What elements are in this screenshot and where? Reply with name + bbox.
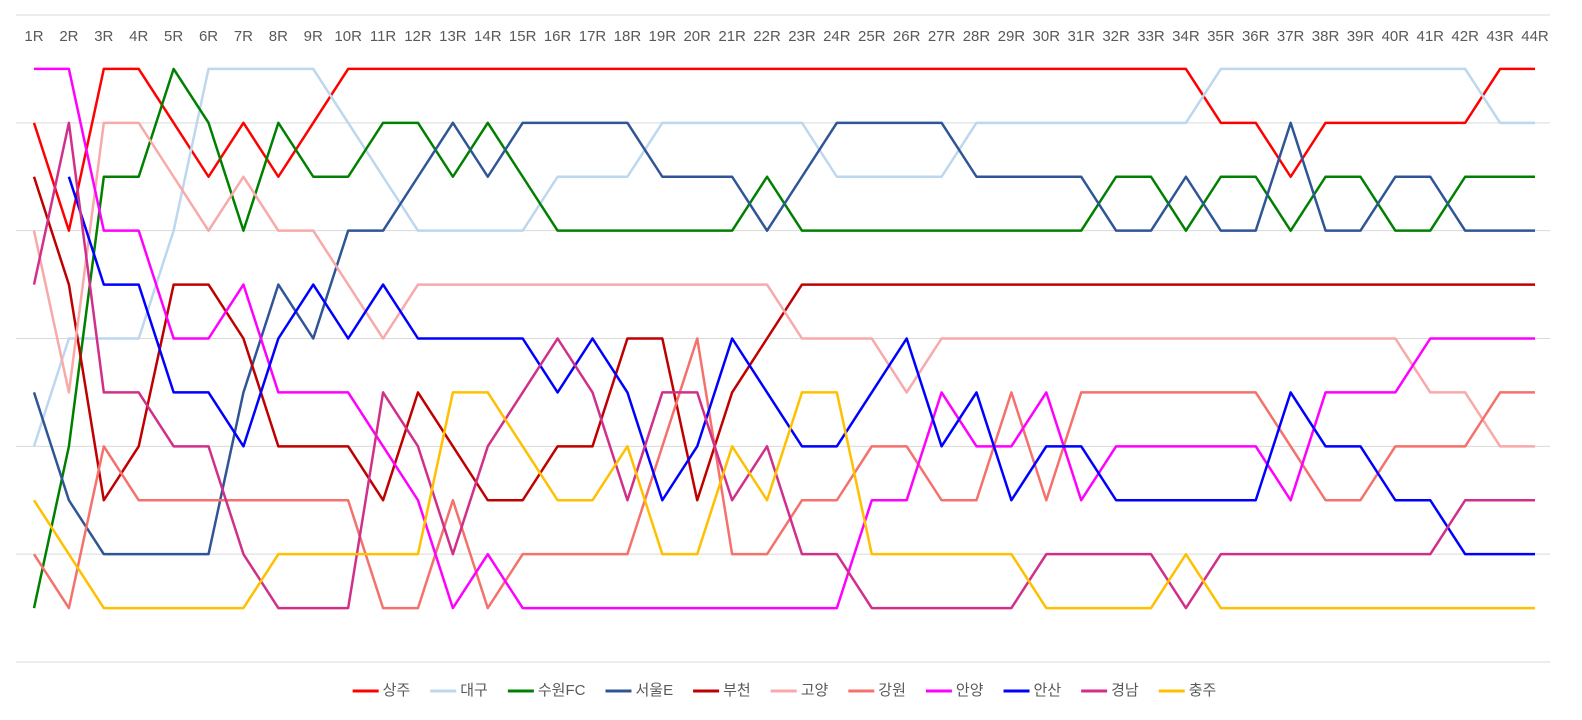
x-tick-label: 8R bbox=[269, 28, 288, 45]
legend-item: 경남 bbox=[1081, 682, 1139, 699]
x-tick-label: 12R bbox=[404, 28, 432, 45]
legend-label: 안양 bbox=[956, 682, 984, 699]
x-tick-label: 5R bbox=[164, 28, 183, 45]
x-tick-label: 37R bbox=[1277, 28, 1305, 45]
x-tick-label: 30R bbox=[1033, 28, 1061, 45]
legend-item: 고양 bbox=[770, 682, 829, 699]
x-tick-label: 10R bbox=[334, 28, 362, 45]
x-tick-label: 31R bbox=[1067, 28, 1095, 45]
x-tick-label: 19R bbox=[649, 28, 677, 45]
x-tick-label: 38R bbox=[1312, 28, 1340, 45]
x-tick-label: 25R bbox=[858, 28, 886, 45]
x-tick-label: 36R bbox=[1242, 28, 1270, 45]
legend-label: 수원FC bbox=[538, 682, 586, 699]
legend-label: 고양 bbox=[801, 682, 829, 699]
x-tick-label: 4R bbox=[129, 28, 148, 45]
legend-item: 대구 bbox=[430, 682, 488, 699]
x-tick-label: 43R bbox=[1486, 28, 1514, 45]
legend-label: 경남 bbox=[1111, 682, 1139, 699]
x-tick-label: 35R bbox=[1207, 28, 1235, 45]
x-tick-label: 34R bbox=[1172, 28, 1200, 45]
legend-label: 부천 bbox=[723, 682, 751, 699]
x-tick-label: 20R bbox=[683, 28, 711, 45]
legend-item: 상주 bbox=[352, 682, 411, 699]
series-line bbox=[67, 176, 1535, 556]
legend-item: 서울E bbox=[605, 682, 673, 699]
x-tick-label: 11R bbox=[370, 28, 397, 45]
x-tick-label: 6R bbox=[199, 28, 218, 45]
x-tick-label: 39R bbox=[1347, 28, 1375, 45]
legend-item: 안양 bbox=[925, 682, 984, 699]
x-tick-label: 27R bbox=[928, 28, 956, 45]
x-tick-label: 9R bbox=[304, 28, 323, 45]
legend-label: 강원 bbox=[878, 682, 906, 699]
x-tick-label: 42R bbox=[1451, 28, 1479, 45]
legend-item: 수원FC bbox=[507, 682, 586, 699]
x-tick-label: 29R bbox=[998, 28, 1026, 45]
x-tick-label: 14R bbox=[474, 28, 502, 45]
x-tick-label: 44R bbox=[1521, 28, 1549, 45]
legend-item: 안산 bbox=[1003, 682, 1062, 699]
series-line bbox=[32, 67, 1535, 447]
x-tick-label: 24R bbox=[823, 28, 851, 45]
x-tick-label: 32R bbox=[1102, 28, 1130, 45]
x-tick-label: 28R bbox=[963, 28, 991, 45]
series-line bbox=[32, 391, 1535, 610]
x-tick-label: 1R bbox=[24, 28, 43, 45]
series-line bbox=[32, 67, 1535, 232]
x-tick-label: 26R bbox=[893, 28, 921, 45]
x-tick-label: 3R bbox=[94, 28, 113, 45]
series-line bbox=[32, 121, 1535, 556]
legend-item: 부천 bbox=[693, 682, 751, 699]
series-line bbox=[32, 337, 1535, 610]
legend-label: 충주 bbox=[1189, 682, 1217, 699]
legend-label: 안산 bbox=[1034, 682, 1062, 699]
legend-label: 대구 bbox=[460, 682, 488, 699]
legend: 상주 대구 수원FC 서울E 부천 고양 강원 안양 안산 경남 충주 bbox=[352, 682, 1217, 699]
x-tick-label: 7R bbox=[234, 28, 253, 45]
x-tick-label: 15R bbox=[509, 28, 537, 45]
series-line bbox=[32, 121, 1535, 610]
x-tick-label: 41R bbox=[1417, 28, 1445, 45]
x-tick-label: 33R bbox=[1137, 28, 1165, 45]
x-tick-label: 2R bbox=[59, 28, 78, 45]
legend-label: 서울E bbox=[635, 682, 673, 699]
legend-item: 강원 bbox=[848, 682, 906, 699]
series-line bbox=[34, 67, 1535, 610]
x-tick-label: 13R bbox=[439, 28, 467, 45]
x-tick-label: 40R bbox=[1382, 28, 1410, 45]
x-tick-label: 16R bbox=[544, 28, 572, 45]
legend-label: 상주 bbox=[383, 682, 411, 699]
series-line bbox=[32, 121, 1535, 448]
x-tick-label: 17R bbox=[579, 28, 607, 45]
legend-item: 충주 bbox=[1158, 682, 1217, 699]
x-tick-label: 21R bbox=[718, 28, 746, 45]
x-tick-label: 18R bbox=[614, 28, 642, 45]
x-tick-label: 22R bbox=[753, 28, 781, 45]
x-tick-label: 23R bbox=[788, 28, 816, 45]
